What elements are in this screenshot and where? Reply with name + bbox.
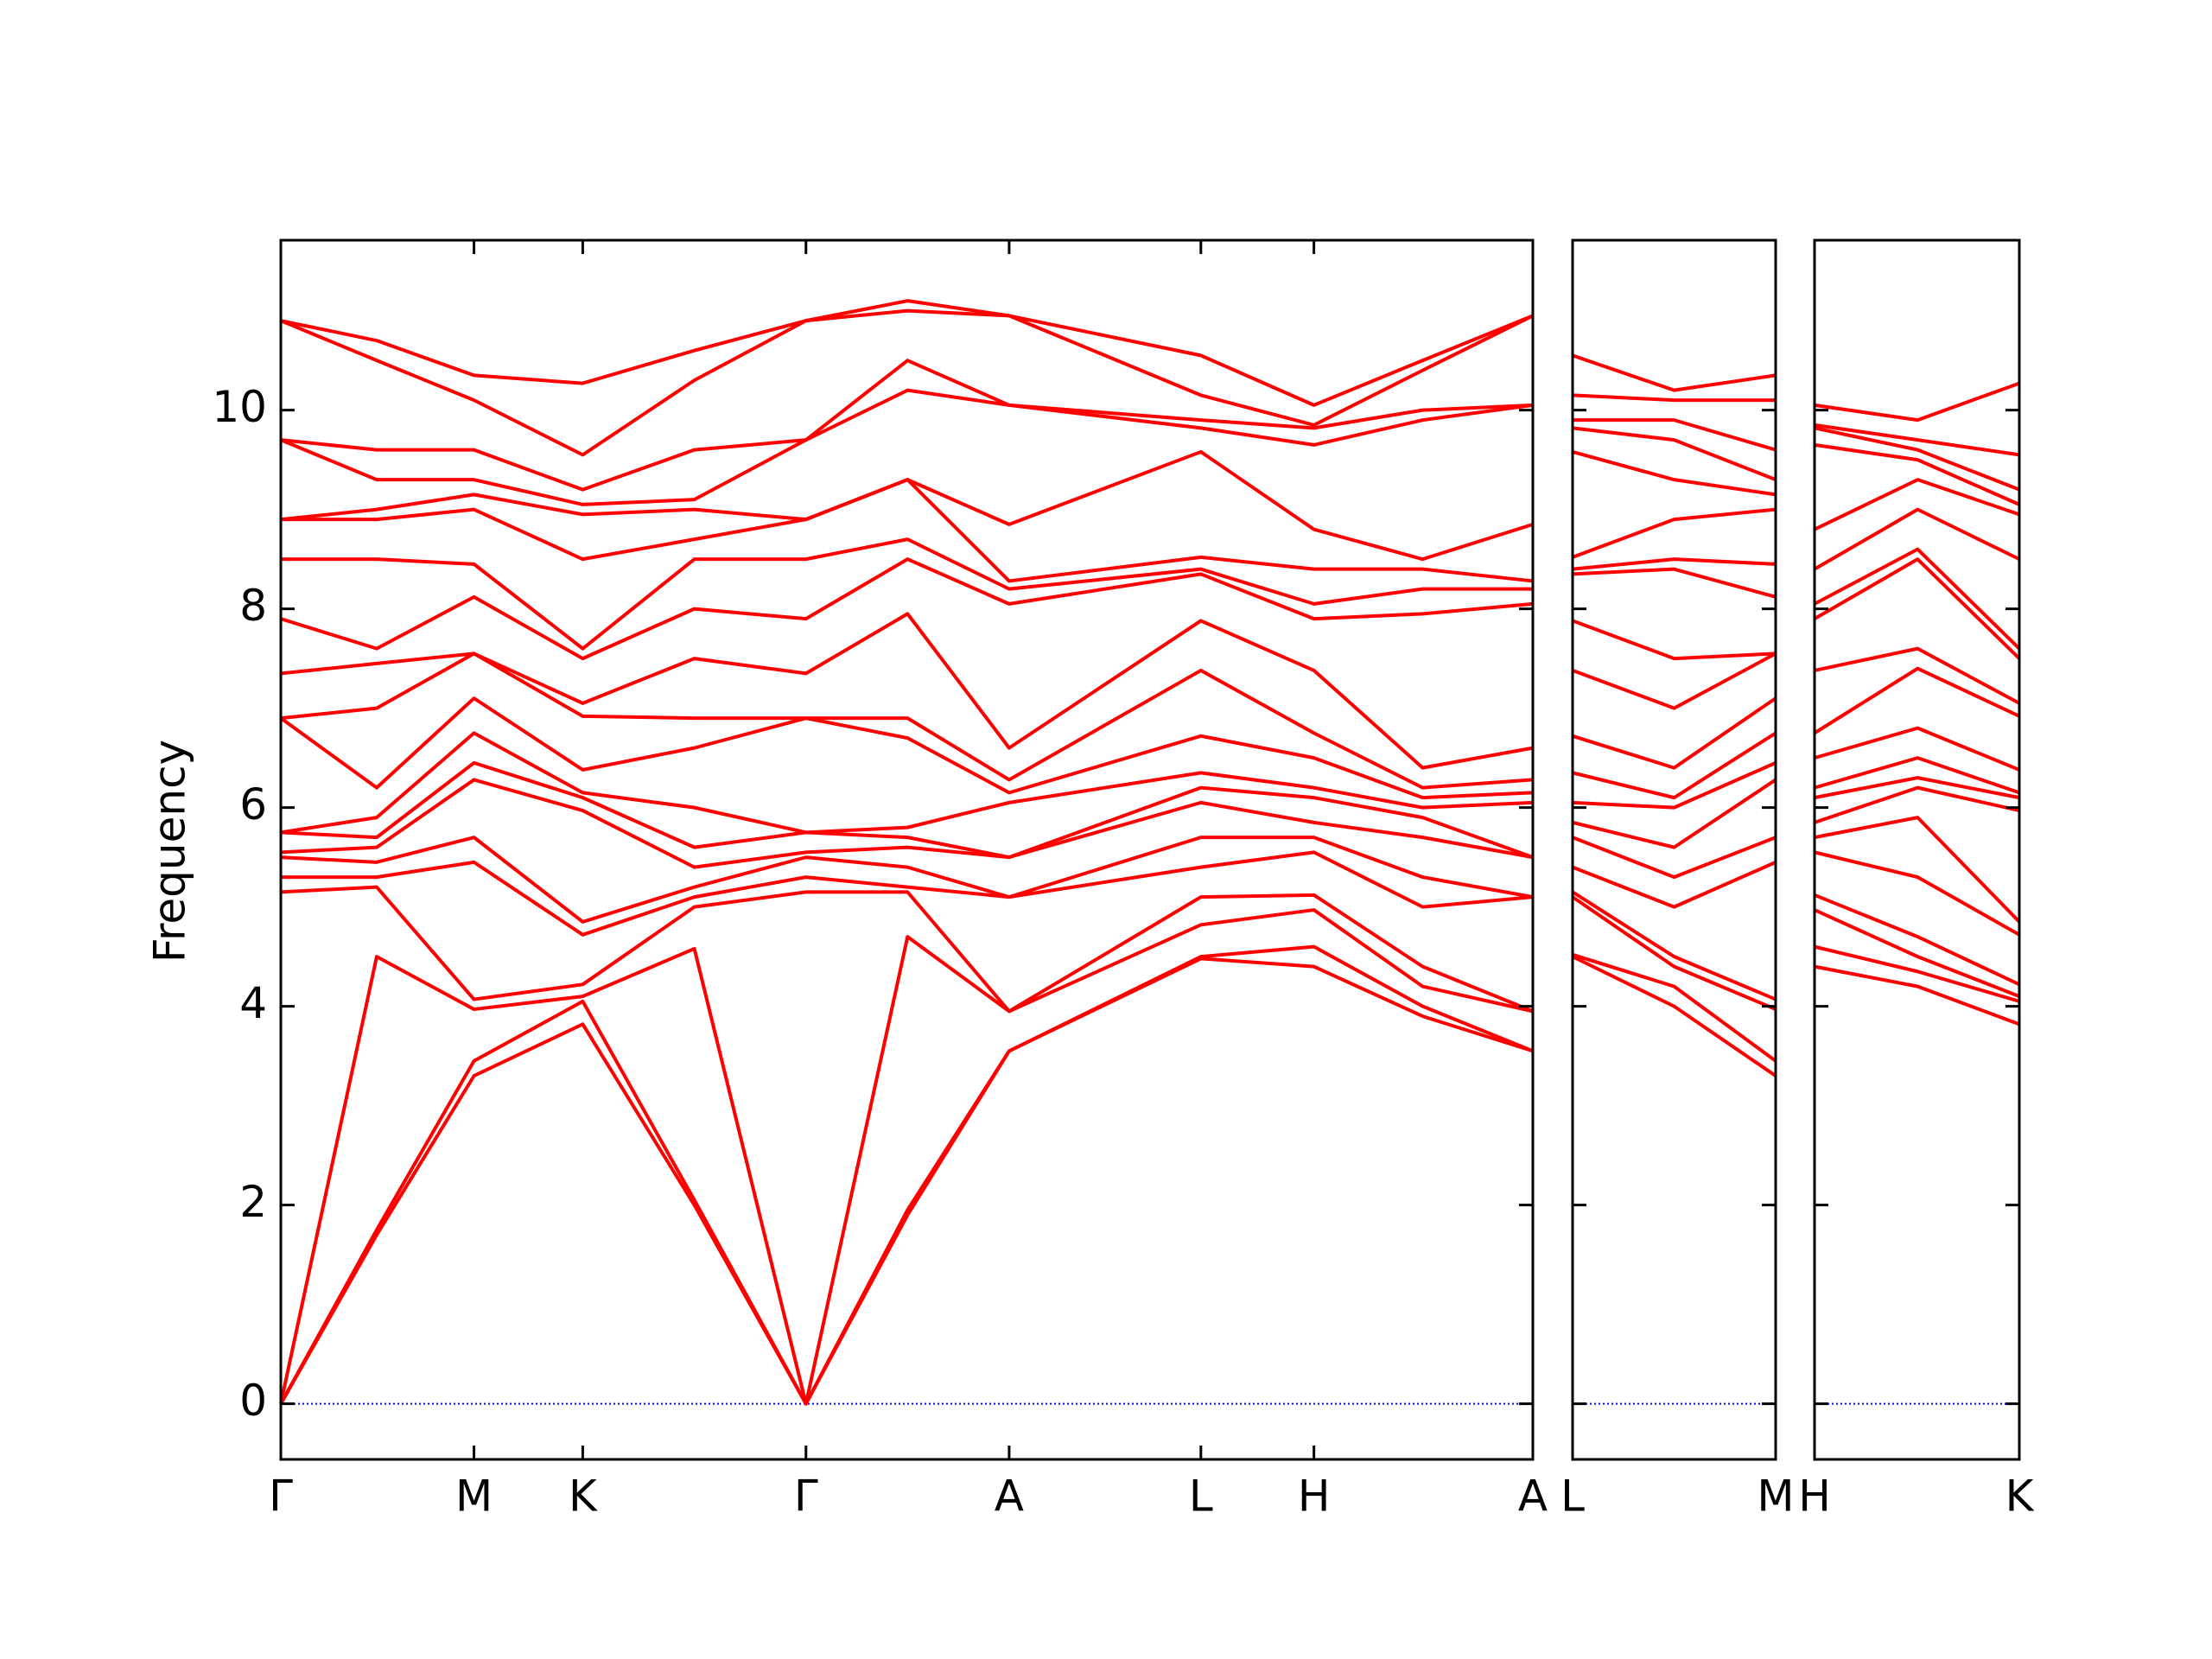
plot-frame bbox=[1813, 238, 2021, 1461]
y-tick-label: 0 bbox=[239, 1376, 267, 1426]
band-line bbox=[1572, 955, 1777, 1077]
band-line bbox=[1814, 893, 2020, 987]
band-line bbox=[1572, 353, 1777, 392]
band-line bbox=[280, 652, 1534, 790]
band-line bbox=[279, 957, 1534, 1406]
band-line bbox=[280, 885, 1534, 1014]
band-line bbox=[279, 908, 1534, 1406]
band-line bbox=[279, 944, 1534, 1406]
x-tick-label: H bbox=[1298, 1471, 1331, 1522]
band-line bbox=[1813, 666, 2020, 735]
plot-frame bbox=[1571, 238, 1777, 1461]
band-line bbox=[1572, 778, 1777, 849]
x-tick-label: L bbox=[1560, 1471, 1585, 1522]
y-axis-label: Frequency bbox=[145, 740, 195, 963]
band-line bbox=[280, 449, 1534, 562]
y-tick-label: 10 bbox=[212, 382, 267, 432]
y-tick-label: 6 bbox=[239, 779, 267, 830]
band-line bbox=[280, 731, 1534, 835]
x-tick-label: L bbox=[1189, 1471, 1213, 1522]
band-line bbox=[1572, 952, 1777, 1063]
band-line bbox=[281, 850, 1534, 937]
x-tick-label: Γ bbox=[269, 1471, 293, 1522]
band-line bbox=[1571, 890, 1777, 1001]
band-line bbox=[1572, 696, 1777, 770]
band-line bbox=[1572, 507, 1777, 559]
band-line bbox=[1572, 557, 1777, 571]
band-line bbox=[280, 299, 1534, 407]
band-line bbox=[1814, 816, 2021, 924]
band-line bbox=[1572, 619, 1777, 661]
band-line bbox=[280, 308, 1534, 457]
band-line bbox=[1572, 567, 1777, 599]
band-line bbox=[1814, 726, 2020, 772]
plot-frame bbox=[279, 238, 1535, 1461]
x-tick-label: H bbox=[1798, 1471, 1831, 1522]
x-tick-label: M bbox=[1757, 1471, 1794, 1522]
band-line bbox=[1572, 861, 1777, 909]
band-line bbox=[280, 778, 1534, 869]
x-tick-label: M bbox=[455, 1471, 493, 1522]
band-line bbox=[280, 836, 1534, 924]
band-line bbox=[1814, 381, 2020, 423]
band-line bbox=[1572, 652, 1777, 710]
band-line bbox=[1814, 908, 2020, 998]
band-line bbox=[1813, 557, 2021, 660]
band-line bbox=[1814, 426, 2020, 492]
band-line bbox=[280, 359, 1534, 492]
band-line bbox=[1814, 776, 2020, 800]
y-tick-label: 4 bbox=[239, 978, 267, 1028]
band-line bbox=[1814, 756, 2020, 795]
band-line bbox=[1814, 785, 2020, 824]
band-line bbox=[280, 557, 1534, 661]
y-tick-label: 8 bbox=[239, 581, 267, 631]
band-line bbox=[1573, 418, 1777, 452]
band-line bbox=[1814, 850, 2020, 937]
band-line bbox=[1571, 895, 1777, 1011]
x-tick-label: A bbox=[1518, 1471, 1548, 1522]
band-line bbox=[1814, 964, 2020, 1027]
band-line bbox=[1572, 731, 1777, 800]
band-line bbox=[1814, 423, 2020, 457]
band-line bbox=[1814, 944, 2020, 1003]
band-line bbox=[279, 696, 1534, 800]
band-line bbox=[1572, 836, 1777, 880]
band-line bbox=[281, 537, 1533, 651]
x-tick-label: A bbox=[995, 1471, 1024, 1522]
band-line bbox=[280, 388, 1534, 506]
band-line bbox=[280, 612, 1534, 770]
band-line bbox=[1814, 646, 2020, 705]
band-line bbox=[1572, 426, 1777, 482]
x-tick-label: K bbox=[2005, 1471, 2035, 1522]
y-tick-label: 2 bbox=[239, 1177, 267, 1227]
x-tick-label: Γ bbox=[794, 1471, 818, 1522]
band-line bbox=[280, 760, 1534, 860]
band-line bbox=[1814, 442, 2020, 506]
x-tick-label: K bbox=[569, 1471, 598, 1522]
band-line bbox=[1572, 393, 1776, 403]
band-line bbox=[1814, 478, 2020, 531]
band-line bbox=[1572, 450, 1777, 497]
band-line bbox=[1814, 547, 2021, 651]
band-line bbox=[1572, 761, 1777, 810]
band-line bbox=[1813, 507, 2020, 571]
